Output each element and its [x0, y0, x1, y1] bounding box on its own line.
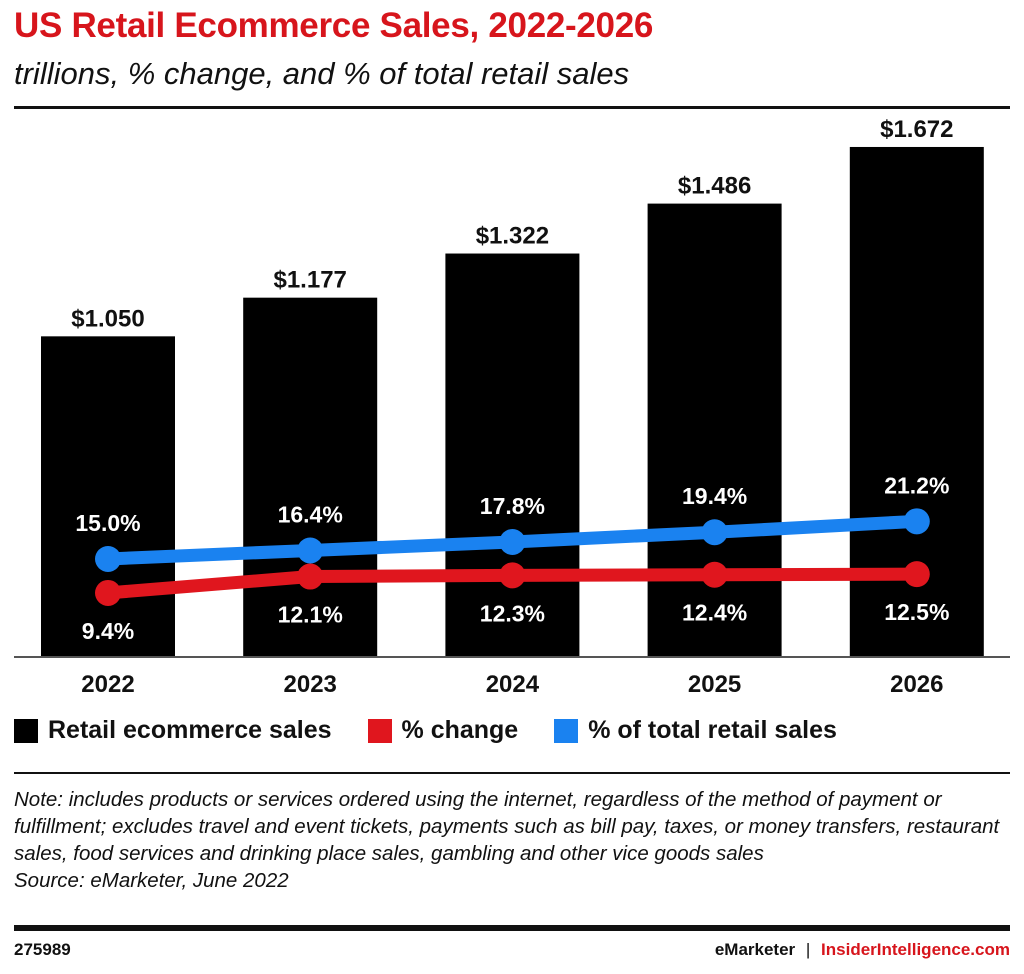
point-label-share-2025: 19.4%: [682, 483, 747, 509]
bar-label-2023: $1.177: [273, 267, 346, 294]
point-share-2022: [95, 545, 121, 572]
bar-2022: [41, 336, 175, 656]
point-change-2022: [95, 579, 121, 606]
top-rule: [14, 106, 1010, 109]
x-tick-2022: 2022: [81, 671, 134, 698]
legend-item-share: % of total retail sales: [554, 716, 837, 745]
point-change-2025: [701, 561, 728, 588]
point-share-2025: [701, 519, 728, 546]
bar-2024: [445, 253, 580, 656]
brand-insider-intelligence: InsiderIntelligence.com: [821, 940, 1010, 959]
point-label-change-2024: 12.3%: [480, 600, 545, 626]
legend: Retail ecommerce sales % change % of tot…: [14, 716, 873, 745]
x-tick-2024: 2024: [486, 671, 540, 698]
point-share-2024: [499, 528, 526, 555]
plot-area: $1.050 2022 $1.177 2023 $1.322 2024 $1.486 2025…: [14, 116, 1010, 698]
point-label-share-2024: 17.8%: [480, 493, 545, 519]
note: Note: includes products or services orde…: [14, 786, 1004, 894]
bar-label-2022: $1.050: [71, 305, 144, 332]
bar-label-2026: $1.672: [880, 116, 953, 143]
bar-label-2024: $1.322: [476, 223, 549, 250]
bar-2025: [647, 203, 782, 656]
point-label-change-2026: 12.5%: [884, 599, 949, 625]
point-label-change-2022: 9.4%: [82, 618, 134, 644]
chart-id: 275989: [14, 940, 71, 959]
chart-subtitle: trillions, % change, and % of total reta…: [14, 56, 630, 91]
bar-label-2025: $1.486: [678, 173, 751, 200]
legend-item-sales: Retail ecommerce sales: [14, 716, 332, 745]
legend-swatch-share: [554, 718, 579, 743]
point-label-share-2022: 15.0%: [75, 510, 140, 536]
point-label-share-2023: 16.4%: [278, 501, 343, 527]
legend-label-sales: Retail ecommerce sales: [48, 716, 332, 744]
point-change-2024: [499, 562, 526, 589]
x-tick-2025: 2025: [688, 671, 741, 698]
chart-title: US Retail Ecommerce Sales, 2022-2026: [14, 6, 654, 45]
x-tick-2023: 2023: [284, 671, 337, 698]
point-change-2023: [297, 563, 324, 590]
footer-brand: eMarketer | InsiderIntelligence.com: [715, 940, 1010, 960]
legend-swatch-sales: [14, 718, 38, 743]
legend-item-change: % change: [367, 716, 519, 745]
legend-swatch-change: [367, 718, 392, 743]
brand-emarketer: eMarketer: [714, 940, 796, 959]
point-label-change-2025: 12.4%: [682, 600, 747, 626]
note-text: Note: includes products or services orde…: [14, 788, 1000, 865]
legend-label-share: % of total retail sales: [588, 716, 837, 744]
legend-label-change: % change: [401, 716, 519, 744]
note-rule: [14, 772, 1010, 774]
point-label-share-2026: 21.2%: [884, 472, 949, 498]
brand-separator: |: [805, 940, 811, 959]
point-label-change-2023: 12.1%: [278, 602, 343, 628]
point-share-2026: [903, 508, 930, 535]
point-share-2023: [297, 537, 324, 564]
footer-rule: [14, 925, 1010, 931]
point-change-2026: [903, 561, 930, 588]
source-text: Source: eMarketer, June 2022: [14, 869, 289, 892]
x-tick-2026: 2026: [890, 671, 943, 698]
bar-2023: [243, 297, 378, 656]
